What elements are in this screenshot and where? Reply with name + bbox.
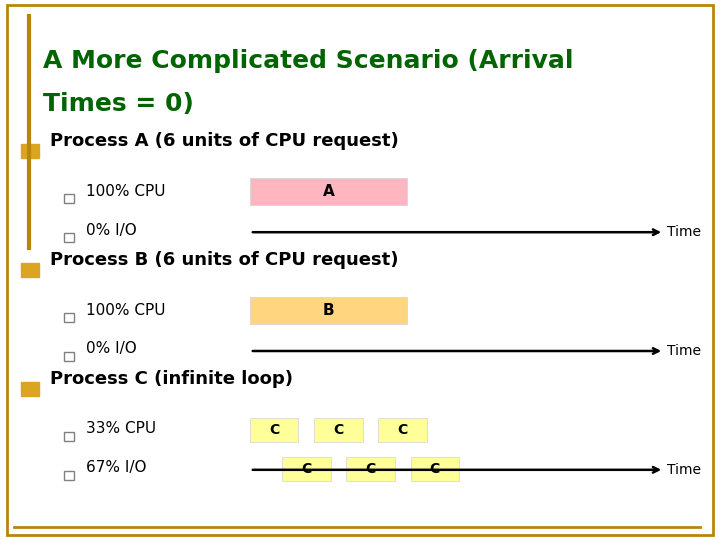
Bar	[410, 457, 459, 481]
Text: 0% I/O: 0% I/O	[86, 222, 136, 238]
Text: 0% I/O: 0% I/O	[86, 341, 136, 356]
Bar	[346, 457, 395, 481]
Text: Process A (6 units of CPU request): Process A (6 units of CPU request)	[50, 132, 399, 150]
Text: Time: Time	[667, 463, 701, 477]
Bar	[250, 178, 407, 205]
Text: A More Complicated Scenario (Arrival: A More Complicated Scenario (Arrival	[43, 49, 573, 72]
Text: C: C	[333, 423, 343, 437]
Text: C: C	[301, 462, 312, 476]
Bar	[64, 471, 74, 480]
Text: A: A	[323, 184, 334, 199]
Bar	[22, 382, 39, 396]
Bar	[250, 418, 299, 442]
Bar	[379, 418, 427, 442]
Bar	[250, 297, 407, 324]
Bar	[22, 144, 39, 158]
Text: Process C (infinite loop): Process C (infinite loop)	[50, 370, 293, 388]
Text: 100% CPU: 100% CPU	[86, 302, 165, 318]
Bar	[22, 263, 39, 277]
Text: B: B	[323, 303, 334, 318]
Bar	[314, 418, 363, 442]
Text: C: C	[430, 462, 440, 476]
Bar	[282, 457, 330, 481]
Text: 100% CPU: 100% CPU	[86, 184, 165, 199]
Text: Process B (6 units of CPU request): Process B (6 units of CPU request)	[50, 251, 398, 269]
Text: Time: Time	[667, 225, 701, 239]
Text: C: C	[397, 423, 408, 437]
Bar	[64, 233, 74, 242]
Text: C: C	[366, 462, 376, 476]
Text: Times = 0): Times = 0)	[43, 92, 194, 116]
Text: Time: Time	[667, 344, 701, 358]
Bar	[64, 194, 74, 203]
Text: 67% I/O: 67% I/O	[86, 460, 146, 475]
Bar	[64, 313, 74, 322]
Text: 33% CPU: 33% CPU	[86, 421, 156, 436]
Bar	[64, 352, 74, 361]
Text: C: C	[269, 423, 279, 437]
Bar	[64, 432, 74, 441]
